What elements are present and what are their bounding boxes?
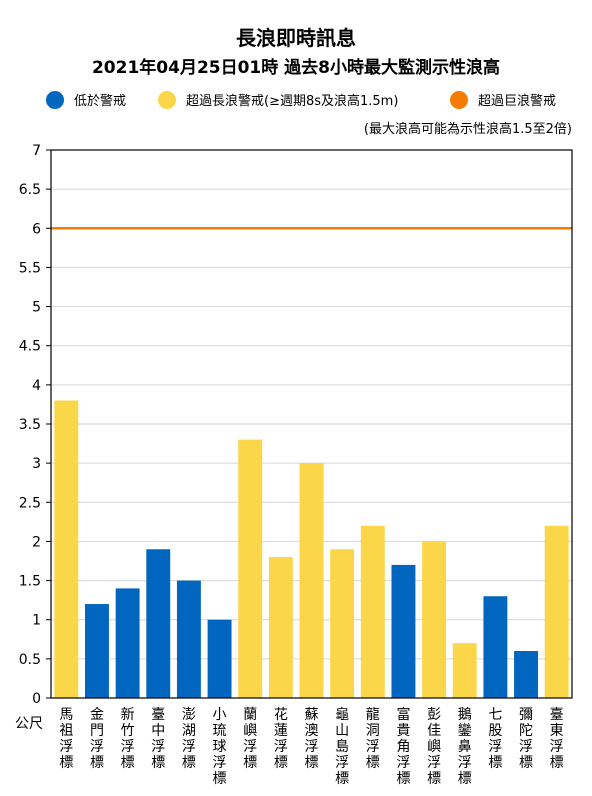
bar-17 (544, 525, 569, 698)
y-tick-label: 0 (32, 691, 41, 707)
bar-11 (360, 525, 385, 698)
x-tick-label: 臺東浮標 (550, 707, 564, 771)
legend: 低於警戒 超過長浪警戒(≥週期8s及浪高1.5m) 超過巨浪警戒 (0, 90, 592, 112)
y-tick-label: 6.5 (19, 182, 41, 198)
y-tick-label: 5 (32, 300, 41, 316)
x-tick-label: 七股浮標 (488, 707, 502, 771)
y-tick-label: 1.5 (19, 574, 41, 590)
legend-item-long-wave: 超過長浪警戒(≥週期8s及浪高1.5m) (158, 90, 398, 109)
legend-dot-long-wave (158, 90, 176, 109)
x-tick-label: 澎湖浮標 (182, 707, 196, 771)
legend-item-huge-wave: 超過巨浪警戒 (450, 90, 556, 109)
y-tick-label: 0.5 (19, 652, 41, 668)
chart-subtitle: 2021年04月25日01時 過去8小時最大監測示性浪高 (91, 58, 501, 78)
bar-14 (452, 643, 477, 698)
legend-label-long-wave: 超過長浪警戒(≥週期8s及浪高1.5m) (186, 94, 399, 109)
x-tick-label: 鵝鑾鼻浮標 (458, 707, 472, 787)
bar-16 (514, 651, 538, 698)
x-tick-label: 富貴角浮標 (396, 706, 410, 787)
y-tick-label: 2 (32, 534, 41, 550)
legend-item-low: 低於警戒 (46, 90, 126, 109)
x-tick-label: 小琉球浮標 (213, 707, 227, 787)
bar-6 (207, 619, 232, 698)
x-tick-label: 臺中浮標 (151, 707, 165, 771)
plot-frame (50, 149, 573, 699)
x-tick-label: 彭佳嶼浮標 (427, 707, 441, 787)
bar-7 (238, 439, 263, 698)
bar-5 (176, 580, 201, 698)
bar-8 (268, 557, 293, 698)
x-tick-label: 龜山島浮標 (335, 707, 349, 787)
y-tick-label: 3 (32, 456, 41, 472)
chart-title: 長浪即時訊息 (236, 26, 356, 50)
x-tick-label: 新竹浮標 (121, 707, 135, 771)
bar-15 (483, 596, 508, 698)
x-tick-label: 蘭嶼浮標 (243, 707, 257, 771)
y-tick-label: 2.5 (19, 495, 41, 511)
y-tick-label: 6 (32, 221, 41, 237)
bar-9 (299, 463, 324, 698)
bar-4 (146, 549, 171, 698)
legend-label-low: 低於警戒 (74, 94, 127, 109)
x-tick-label: 花蓮浮標 (274, 707, 288, 771)
y-tick-label: 1 (32, 613, 41, 629)
x-tick-label: 金門浮標 (90, 707, 104, 771)
y-tick-label: 4.5 (19, 339, 41, 355)
bar-3 (115, 588, 140, 698)
y-tick-label: 7 (32, 143, 41, 159)
legend-dot-huge-wave (450, 90, 468, 109)
bar-10 (330, 549, 355, 698)
y-tick-label: 3.5 (19, 417, 41, 433)
wave-height-note: (最大浪高可能為示性浪高1.5至2倍) (363, 122, 572, 137)
legend-dot-low (46, 90, 64, 109)
bar-12 (391, 564, 416, 698)
bar-1 (54, 400, 79, 698)
y-tick-label: 5.5 (19, 260, 41, 276)
y-axis-label: 公尺 (15, 716, 43, 732)
x-tick-label: 彌陀浮標 (519, 707, 533, 771)
bar-13 (422, 541, 447, 698)
x-tick-label: 龍洞浮標 (366, 706, 380, 771)
legend-label-huge-wave: 超過巨浪警戒 (478, 94, 557, 109)
y-tick-label: 4 (32, 378, 41, 394)
x-tick-label: 蘇澳浮標 (305, 707, 319, 771)
bar-2 (85, 604, 109, 698)
x-tick-label: 馬祖浮標 (59, 707, 73, 771)
